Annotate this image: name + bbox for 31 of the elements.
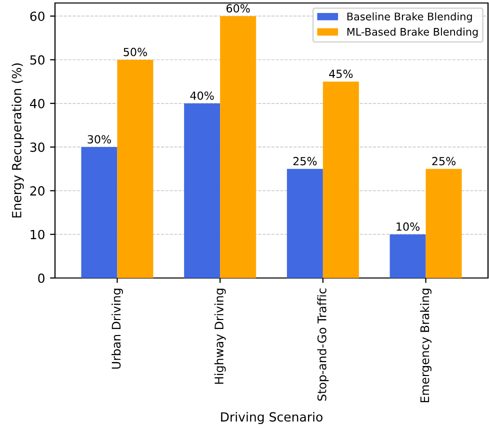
- y-axis-title: Energy Recuperation (%): [12, 63, 24, 218]
- x-tick-label: Urban Driving: [112, 288, 123, 369]
- bar: [426, 168, 462, 278]
- data-label: 40%: [190, 91, 214, 100]
- legend-label: Baseline Brake Blending: [347, 12, 472, 22]
- bar: [322, 82, 359, 278]
- x-tick-label: Highway Driving: [214, 288, 226, 384]
- data-label: 60%: [226, 4, 250, 13]
- bar: [184, 103, 220, 278]
- x-tick-label: Emergency Braking: [420, 288, 432, 402]
- y-tick-label: 30: [30, 142, 44, 152]
- data-label: 10%: [396, 222, 420, 231]
- y-tick-label: 0: [38, 273, 44, 283]
- data-label: 25%: [432, 156, 456, 166]
- y-tick-label: 10: [30, 230, 44, 240]
- data-label: 30%: [88, 135, 111, 144]
- x-tick-label: Stop-and-Go Traffic: [317, 288, 329, 401]
- bar: [117, 60, 154, 278]
- bar: [81, 147, 118, 278]
- legend-label: ML-Based Brake Blending: [347, 28, 478, 38]
- bar: [390, 234, 426, 278]
- x-axis-title: Driving Scenario: [221, 412, 322, 424]
- y-tick-label: 60: [30, 12, 44, 22]
- y-tick-label: 50: [30, 55, 44, 65]
- y-tick-label: 40: [30, 98, 44, 108]
- data-label: 50%: [124, 48, 147, 56]
- bar: [220, 16, 256, 278]
- data-label: 45%: [329, 70, 353, 78]
- data-label: 25%: [293, 156, 317, 166]
- bar: [286, 168, 323, 278]
- y-tick-label: 20: [30, 186, 44, 196]
